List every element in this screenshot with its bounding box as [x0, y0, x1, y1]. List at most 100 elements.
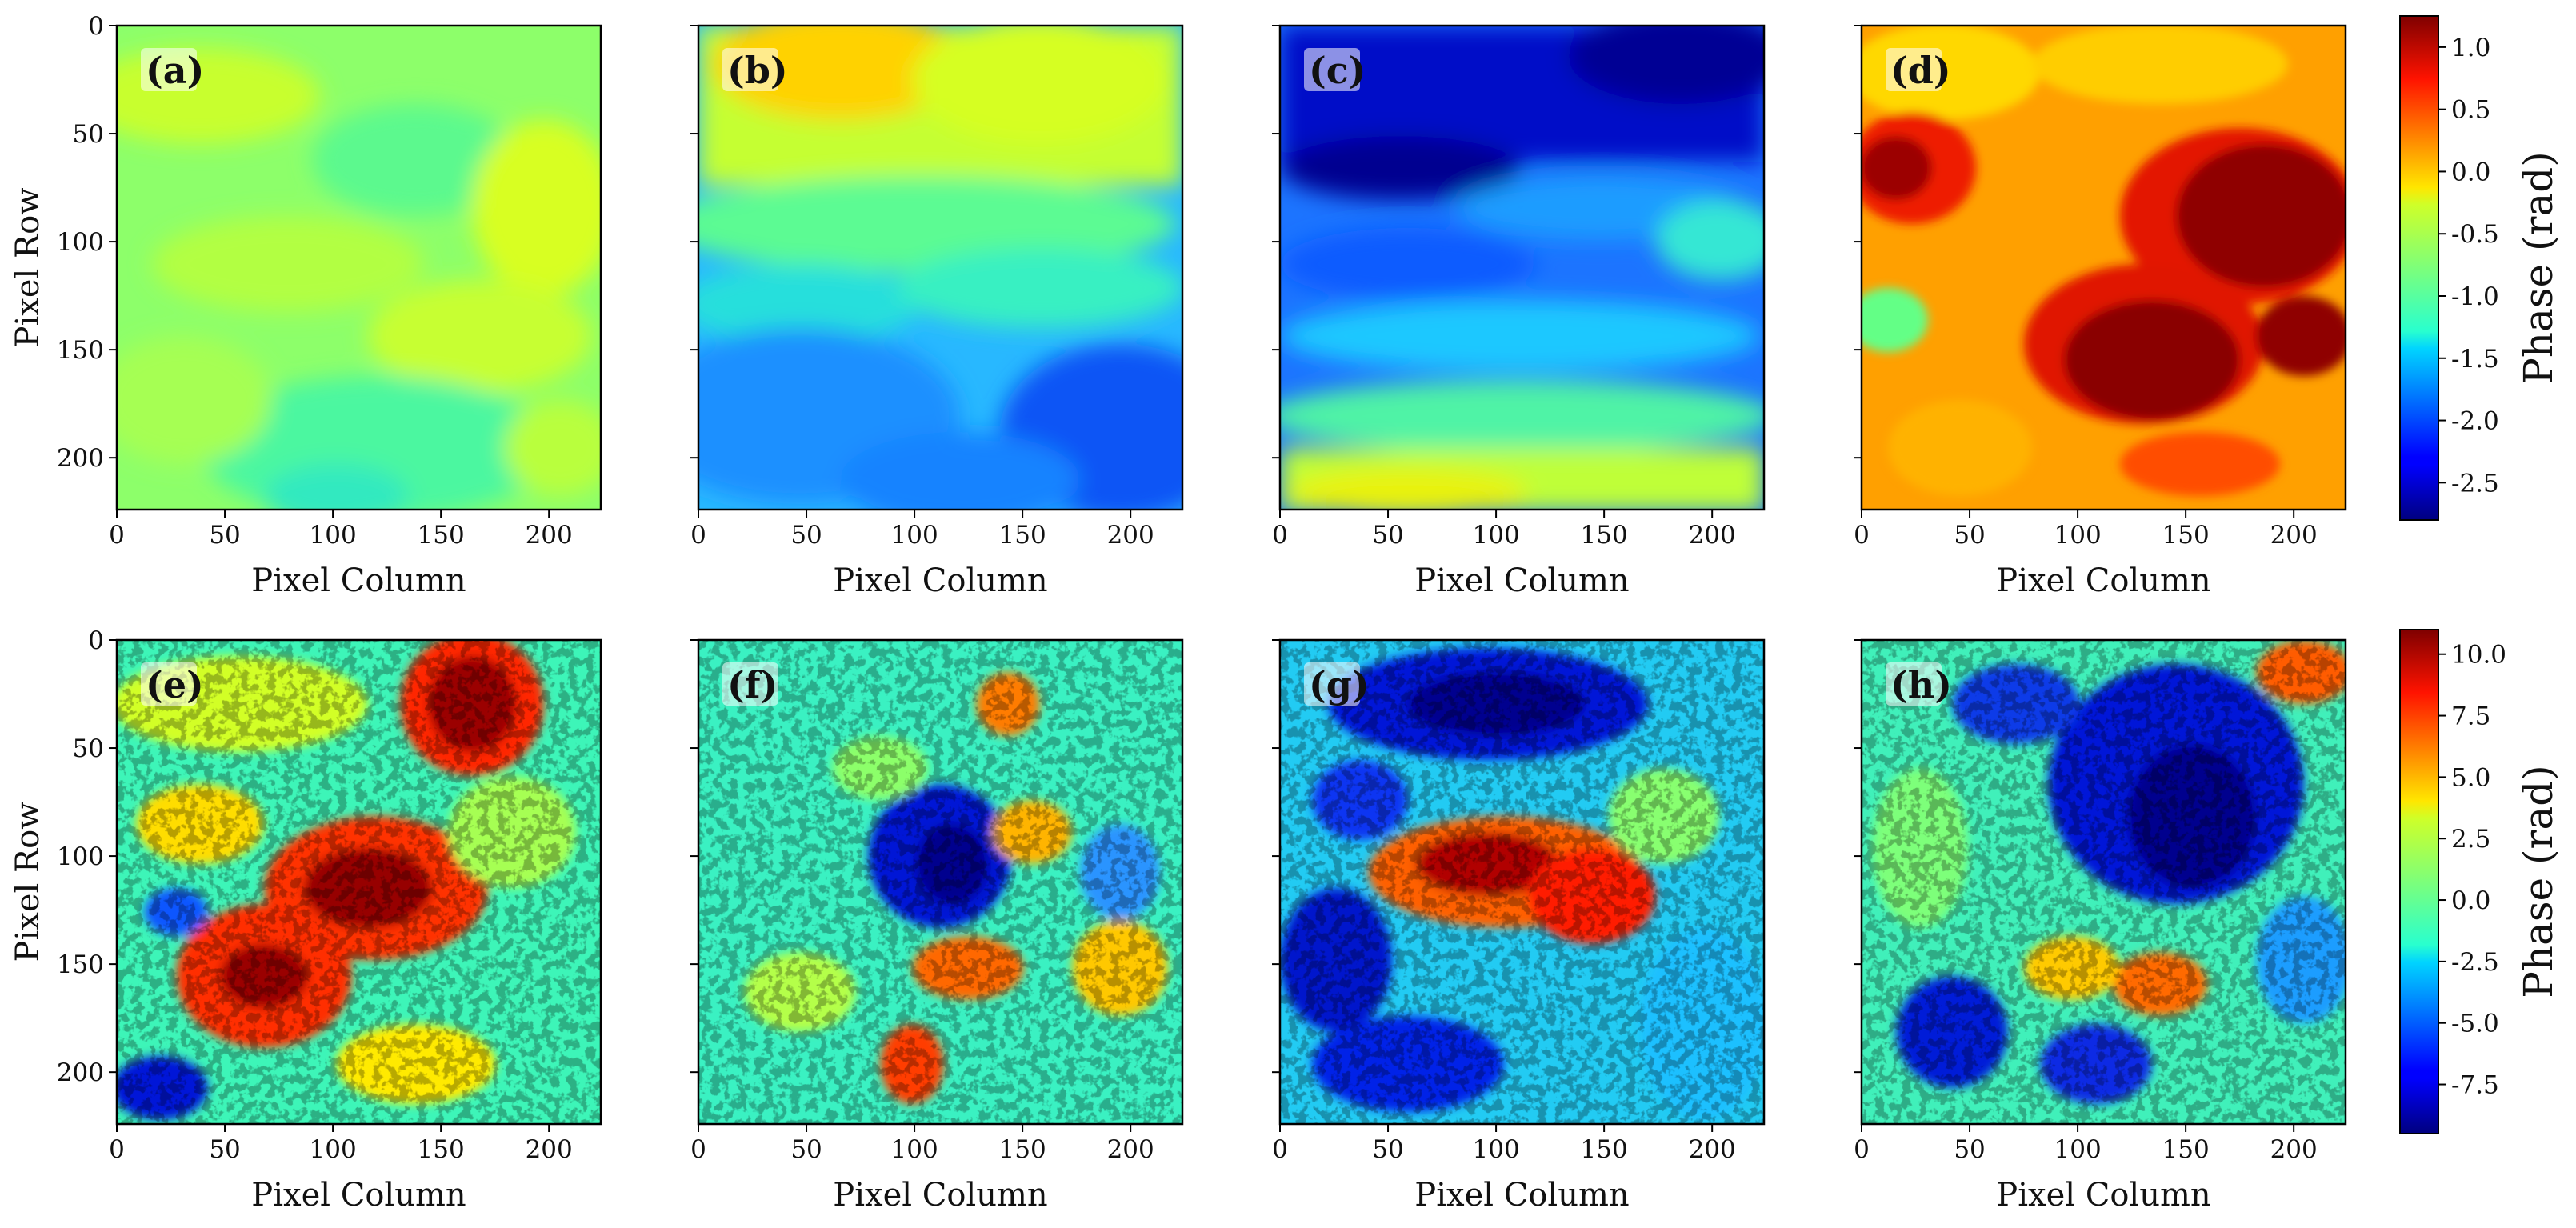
y-tick-label: 150	[57, 950, 104, 979]
colorbar-tick-label: -7.5	[2451, 1071, 2499, 1100]
x-tick-label: 100	[1473, 1135, 1520, 1164]
panel-a	[117, 26, 601, 510]
y-tick-label: 150	[57, 336, 104, 365]
colorbar-tick-label: -2.5	[2451, 948, 2499, 977]
x-tick-label: 200	[2270, 1135, 2318, 1164]
x-tick-label: 0	[1854, 1135, 1870, 1164]
x-tick-label: 0	[690, 521, 706, 550]
panel-d	[1862, 26, 2346, 510]
colorbar-tick-label: 7.5	[2451, 702, 2490, 731]
panel-tag-box-d	[1886, 48, 1942, 91]
panel-tag-box-e	[141, 662, 197, 706]
x-tick-label: 200	[1107, 1135, 1154, 1164]
x-tick-label: 0	[1272, 521, 1288, 550]
x-axis-label: Pixel Column	[1996, 1177, 2210, 1214]
panel-tag-e: (e)	[146, 663, 204, 706]
colorbar-top	[2399, 15, 2439, 521]
x-tick-label: 200	[1689, 521, 1736, 550]
colorbar-tick-label: -5.0	[2451, 1010, 2499, 1038]
x-tick-label: 50	[209, 521, 240, 550]
x-tick-label: 50	[209, 1135, 240, 1164]
x-tick-label: 200	[526, 521, 573, 550]
plot-frame-g	[1278, 638, 1766, 1126]
x-tick-label: 50	[1372, 521, 1403, 550]
colorbar-tick-label: -2.5	[2451, 469, 2499, 498]
y-axis-label: Pixel Row	[10, 802, 46, 962]
colorbar-tick-label: 5.0	[2451, 763, 2490, 792]
colorbar-tick-label: 0.5	[2451, 96, 2490, 125]
panel-tag-box-b	[722, 48, 778, 91]
x-tick-label: 150	[999, 1135, 1046, 1164]
x-tick-label: 150	[1581, 1135, 1628, 1164]
x-tick-label: 0	[109, 1135, 125, 1164]
x-axis-label: Pixel Column	[251, 1177, 466, 1214]
x-axis-label: Pixel Column	[833, 1177, 1047, 1214]
plot-frame-e	[115, 638, 602, 1126]
x-tick-label: 100	[2054, 1135, 2102, 1164]
colorbar-tick-label: 0.0	[2451, 158, 2490, 186]
x-tick-label: 100	[310, 521, 357, 550]
x-tick-label: 50	[790, 521, 822, 550]
plot-frame-b	[697, 24, 1184, 511]
y-tick-label: 50	[73, 734, 104, 763]
panel-b	[698, 26, 1182, 510]
colorbar-label: Phase (rad)	[2515, 151, 2562, 385]
panel-tag-b: (b)	[727, 49, 788, 92]
x-tick-label: 50	[1954, 521, 1985, 550]
colorbar-bottom	[2399, 629, 2439, 1134]
panel-tag-h: (h)	[1890, 663, 1952, 706]
x-tick-label: 200	[1107, 521, 1154, 550]
panel-tag-f: (f)	[727, 663, 778, 706]
x-tick-label: 50	[790, 1135, 822, 1164]
x-tick-label: 200	[2270, 521, 2318, 550]
x-tick-label: 50	[1954, 1135, 1985, 1164]
x-tick-label: 150	[999, 521, 1046, 550]
colorbar-tick-label: 10.0	[2451, 641, 2506, 670]
plot-frame-h	[1860, 638, 2347, 1126]
colorbar-tick-label: 1.0	[2451, 34, 2490, 62]
colorbar-tick-label: -1.0	[2451, 282, 2499, 311]
y-tick-label: 0	[88, 12, 104, 41]
panel-tag-box-g	[1304, 662, 1360, 706]
plot-frame-a	[115, 24, 602, 511]
panel-tag-a: (a)	[146, 49, 204, 92]
x-tick-label: 0	[690, 1135, 706, 1164]
y-axis-label: Pixel Row	[10, 188, 46, 348]
x-tick-label: 100	[891, 521, 938, 550]
x-tick-label: 150	[2162, 521, 2210, 550]
y-tick-label: 0	[88, 626, 104, 655]
x-axis-label: Pixel Column	[1414, 562, 1629, 599]
x-axis-label: Pixel Column	[833, 562, 1047, 599]
panel-tag-g: (g)	[1309, 663, 1370, 706]
x-tick-label: 100	[310, 1135, 357, 1164]
x-axis-label: Pixel Column	[1414, 1177, 1629, 1214]
x-tick-label: 150	[1581, 521, 1628, 550]
x-tick-label: 100	[891, 1135, 938, 1164]
panel-tag-box-c	[1304, 48, 1360, 91]
y-tick-label: 200	[57, 1058, 104, 1087]
x-tick-label: 0	[109, 521, 125, 550]
plot-frame-c	[1278, 24, 1766, 511]
x-tick-label: 100	[1473, 521, 1520, 550]
x-tick-label: 0	[1272, 1135, 1288, 1164]
colorbar-tick-label: 0.0	[2451, 886, 2490, 915]
x-tick-label: 100	[2054, 521, 2102, 550]
x-tick-label: 150	[418, 1135, 465, 1164]
colorbar-label: Phase (rad)	[2515, 765, 2562, 998]
y-tick-label: 100	[57, 842, 104, 871]
x-tick-label: 150	[2162, 1135, 2210, 1164]
plot-frame-f	[697, 638, 1184, 1126]
x-tick-label: 200	[1689, 1135, 1736, 1164]
panel-tag-d: (d)	[1890, 49, 1951, 92]
plot-frame-d	[1860, 24, 2347, 511]
colorbar-tick-label: -0.5	[2451, 220, 2499, 249]
colorbar-tick-label: 2.5	[2451, 825, 2490, 854]
panel-tag-box-f	[722, 662, 778, 706]
panel-c	[1280, 26, 1764, 510]
y-tick-label: 200	[57, 444, 104, 473]
x-tick-label: 200	[526, 1135, 573, 1164]
colorbar-tick-label: -2.0	[2451, 407, 2499, 436]
y-tick-label: 50	[73, 120, 104, 149]
colorbar-tick-label: -1.5	[2451, 345, 2499, 374]
